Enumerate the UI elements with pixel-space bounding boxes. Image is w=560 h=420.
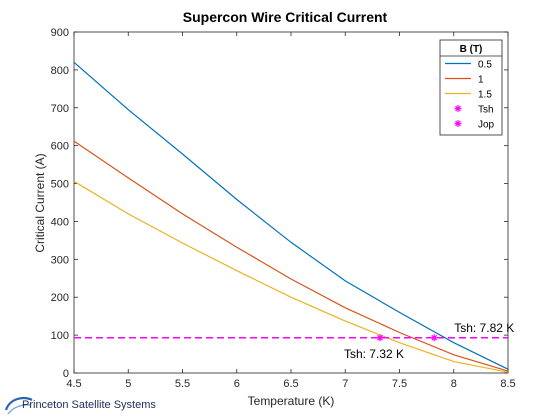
x-axis: 4.5 5 5.5 6 6.5 7 7.5 8 8.5 [66,32,516,390]
series-layer [73,61,509,373]
series-line-1.5 [73,180,509,373]
tsh-marker [454,105,462,112]
x-tick-label: 8 [451,378,457,390]
legend-label: Jop [478,120,495,131]
y-tick-label: 800 [51,65,69,77]
legend[interactable]: B (T) 0.5 1 1.5 Tsh Jop [439,39,503,136]
legend-title: B (T) [460,44,483,55]
tsh-marker [430,334,438,342]
marker-stroke [431,334,438,341]
x-tick-label: 4.5 [66,378,81,390]
chart-title: Supercon Wire Critical Current [183,9,388,25]
legend-label: 1.5 [478,90,492,101]
y-axis-label: Critical Current (A) [33,153,47,252]
y-tick-label: 500 [51,179,69,191]
annotation-label: Tsh: 7.82 K [454,321,514,335]
marker-stroke [455,105,461,112]
x-tick-label: 5 [125,378,131,390]
x-tick-label: 5.5 [175,378,190,390]
y-tick-label: 300 [51,254,69,266]
y-tick-label: 0 [63,368,69,380]
x-tick-label: 6.5 [283,378,298,390]
legend-label: Tsh [478,105,494,116]
y-tick-label: 600 [51,141,69,153]
x-tick-label: 7 [342,378,348,390]
y-tick-label: 700 [51,103,69,115]
y-tick-label: 400 [51,216,69,228]
tsh-marker [454,120,462,127]
annotations: Tsh: 7.82 K Tsh: 7.32 K [344,321,514,361]
x-tick-label: 7.5 [392,378,407,390]
y-axis: 0 100 200 300 400 500 600 700 800 900 [51,27,508,380]
x-axis-label: Temperature (K) [248,394,335,408]
swoosh-icon [4,397,33,415]
x-tick-label: 6 [234,378,240,390]
marker-stroke [377,334,383,341]
legend-label: 1 [478,75,484,86]
series-line-1 [73,140,509,372]
y-tick-label: 200 [51,292,69,304]
company-logo: Princeton Satellite Systems [4,392,174,418]
y-tick-label: 900 [51,27,69,39]
plot-area [73,31,509,374]
logo-text: Princeton Satellite Systems [22,399,156,411]
legend-label: 0.5 [478,60,492,71]
y-tick-label: 100 [51,330,69,342]
series-line-0.5 [73,61,509,370]
x-tick-label: 8.5 [500,378,515,390]
marker-stroke [455,120,461,127]
annotation-label: Tsh: 7.32 K [344,347,404,361]
